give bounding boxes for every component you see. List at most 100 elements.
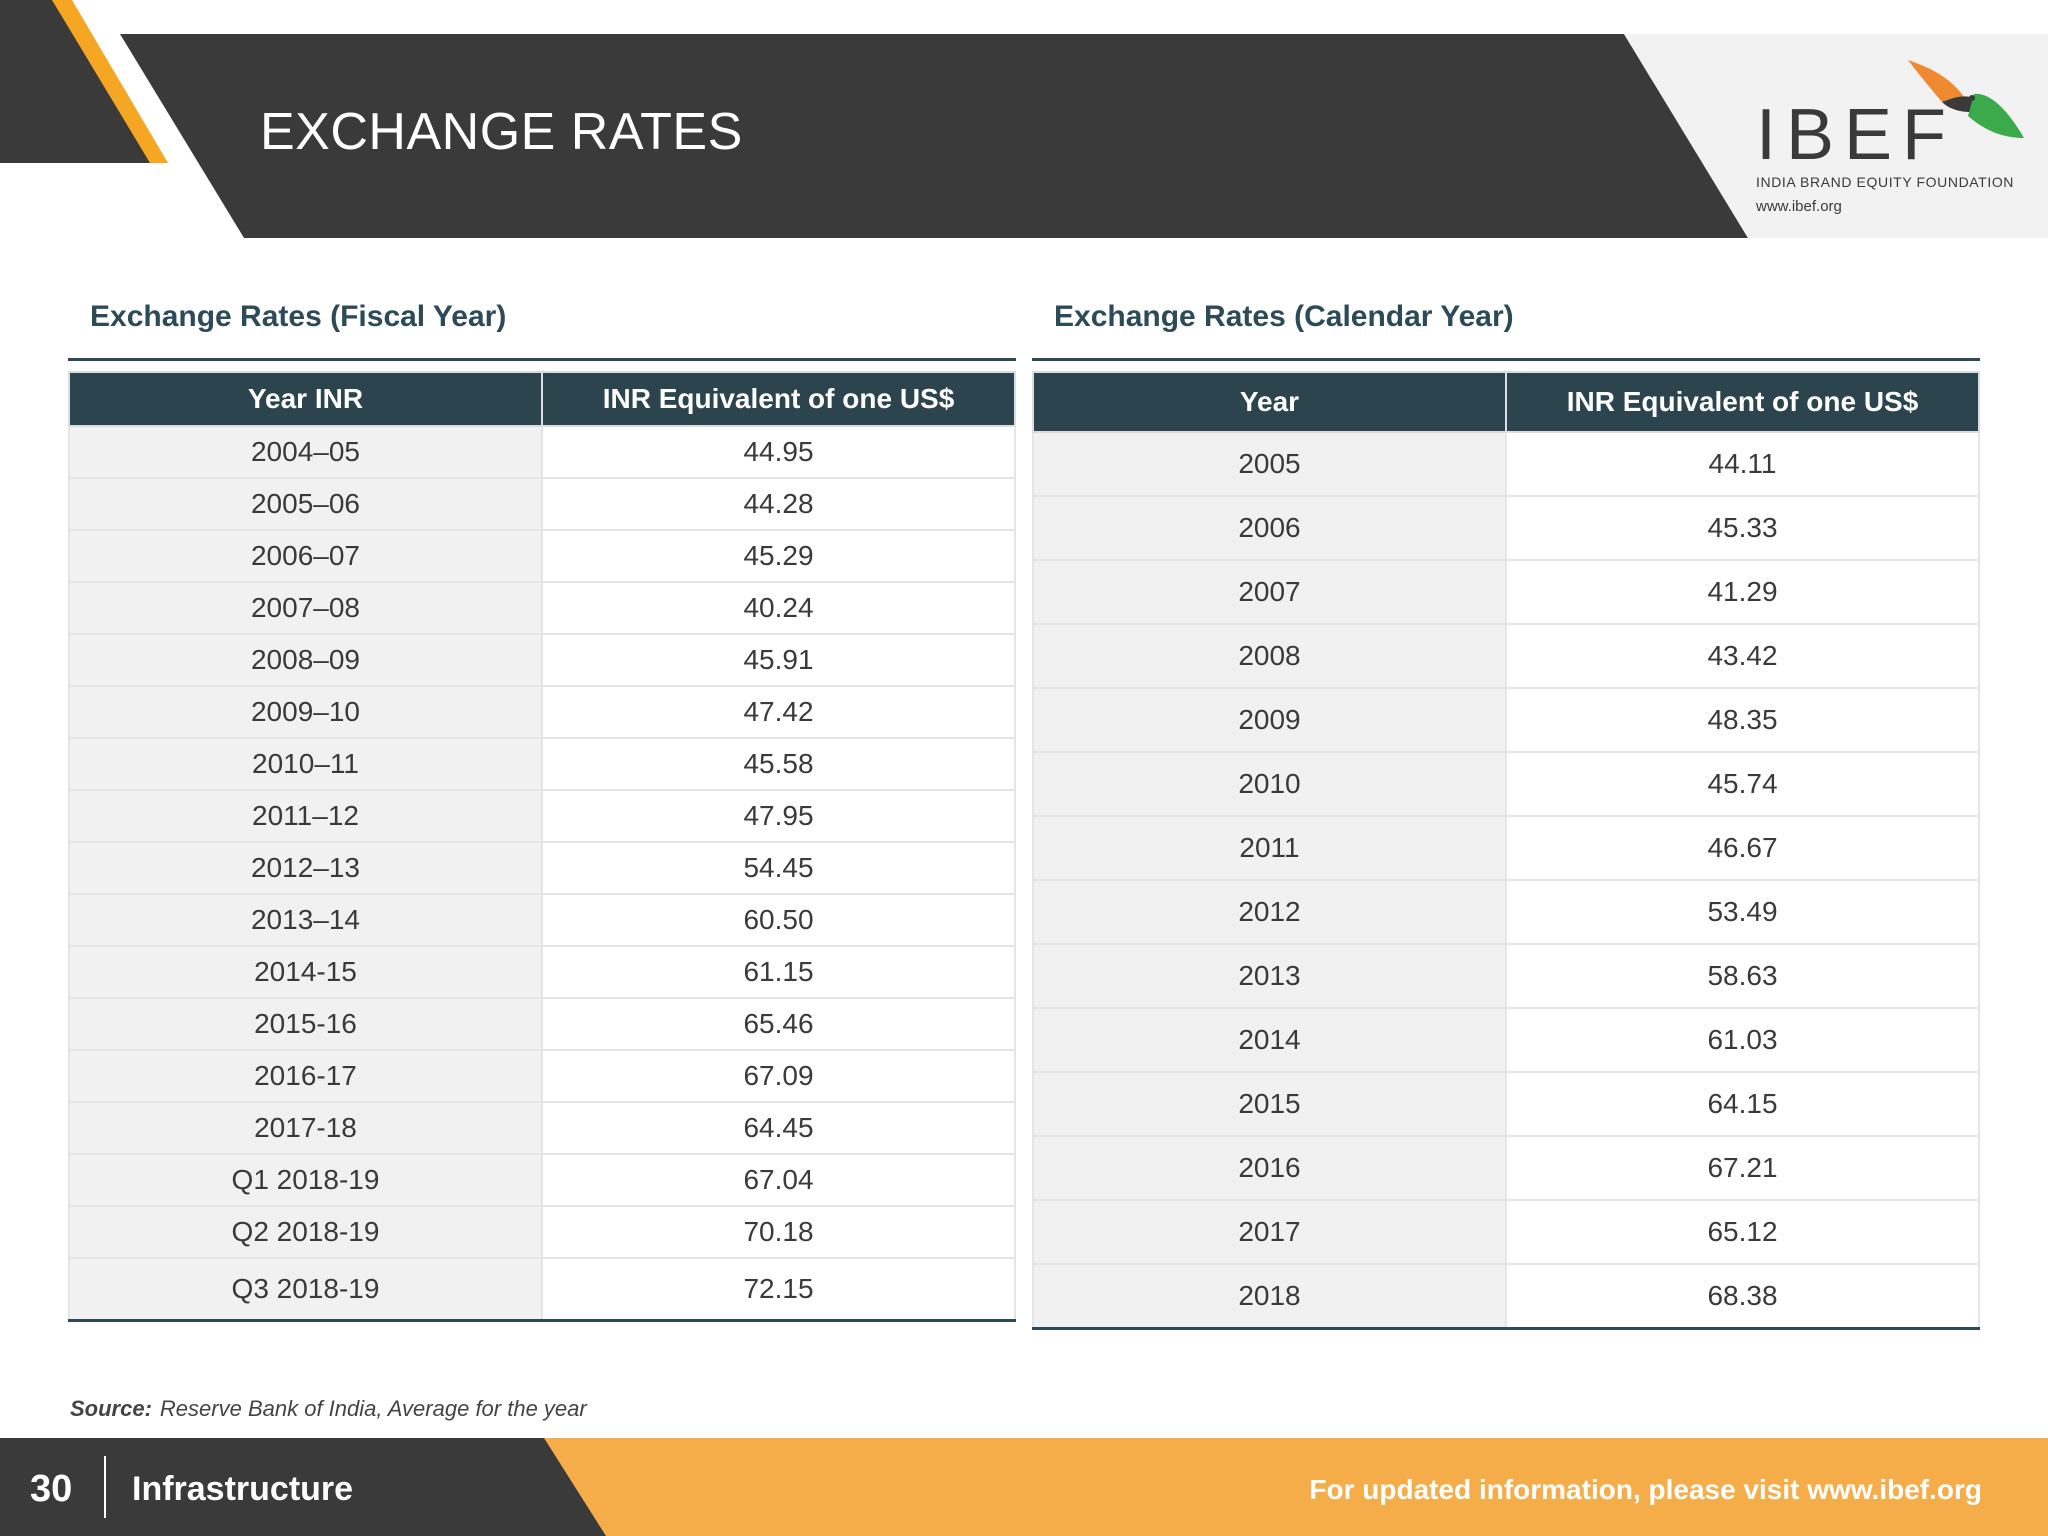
year-cell: 2017 — [1032, 1199, 1507, 1265]
table-row: 2006 45.33 — [1032, 495, 1980, 561]
table-row: 2012–13 54.45 — [68, 841, 1016, 895]
fiscal-section-title: Exchange Rates (Fiscal Year) — [90, 300, 507, 333]
logo-url: www.ibef.org — [1756, 198, 1842, 215]
year-cell: Q2 2018-19 — [68, 1205, 543, 1259]
table-row: 2017-18 64.45 — [68, 1101, 1016, 1155]
year-cell: 2006–07 — [68, 529, 543, 583]
table-row: 2012 53.49 — [1032, 879, 1980, 945]
table-row: 2015-16 65.46 — [68, 997, 1016, 1051]
year-cell: 2009–10 — [68, 685, 543, 739]
year-cell: 2012–13 — [68, 841, 543, 895]
year-cell: 2012 — [1032, 879, 1507, 945]
year-cell: 2017-18 — [68, 1101, 543, 1155]
year-cell: 2005 — [1032, 431, 1507, 497]
table-header-row: Year INR INR Equivalent of one US$ — [68, 371, 1016, 427]
year-cell: 2014-15 — [68, 945, 543, 999]
table-row: Q1 2018-19 67.04 — [68, 1153, 1016, 1207]
rate-cell: 72.15 — [541, 1257, 1016, 1322]
footer-visit-link[interactable]: For updated information, please visit ww… — [1309, 1474, 1982, 1505]
table-row: 2009–10 47.42 — [68, 685, 1016, 739]
footer-band — [0, 1438, 2048, 1536]
rate-cell: 60.50 — [541, 893, 1016, 947]
column-header-rate: INR Equivalent of one US$ — [1505, 371, 1980, 433]
year-cell: 2015-16 — [68, 997, 543, 1051]
rate-cell: 47.95 — [541, 789, 1016, 843]
table-row: 2011 46.67 — [1032, 815, 1980, 881]
year-cell: 2011 — [1032, 815, 1507, 881]
table-row: 2004–05 44.95 — [68, 425, 1016, 479]
table-row: 2013 58.63 — [1032, 943, 1980, 1009]
rate-cell: 68.38 — [1505, 1263, 1980, 1330]
year-cell: 2011–12 — [68, 789, 543, 843]
rate-cell: 67.09 — [541, 1049, 1016, 1103]
rate-cell: 67.04 — [541, 1153, 1016, 1207]
year-cell: 2007 — [1032, 559, 1507, 625]
page-number: 30 — [30, 1468, 73, 1510]
rate-cell: 48.35 — [1505, 687, 1980, 753]
table-row: 2014-15 61.15 — [68, 945, 1016, 999]
table-row: 2005 44.11 — [1032, 431, 1980, 497]
rate-cell: 46.67 — [1505, 815, 1980, 881]
bird-icon — [1908, 60, 2024, 138]
rate-cell: 45.29 — [541, 529, 1016, 583]
table-row: 2016-17 67.09 — [68, 1049, 1016, 1103]
table-row: 2017 65.12 — [1032, 1199, 1980, 1265]
table-header-row: Year INR Equivalent of one US$ — [1032, 371, 1980, 433]
year-cell: 2013–14 — [68, 893, 543, 947]
table-row: 2007 41.29 — [1032, 559, 1980, 625]
table-row: 2014 61.03 — [1032, 1007, 1980, 1073]
table-row: 2015 64.15 — [1032, 1071, 1980, 1137]
column-header-year: Year INR — [68, 371, 543, 427]
rate-cell: 65.12 — [1505, 1199, 1980, 1265]
rate-cell: 45.74 — [1505, 751, 1980, 817]
table-row: 2005–06 44.28 — [68, 477, 1016, 531]
page-title: EXCHANGE RATES — [260, 103, 743, 161]
year-cell: 2005–06 — [68, 477, 543, 531]
rate-cell: 45.58 — [541, 737, 1016, 791]
calendar-year-table: Year INR Equivalent of one US$ 2005 44.11… — [1032, 371, 1980, 1330]
table-row: Q2 2018-19 70.18 — [68, 1205, 1016, 1259]
logo-wordmark: IBEF — [1756, 95, 1957, 175]
table-row: 2008–09 45.91 — [68, 633, 1016, 687]
table-row: 2011–12 47.95 — [68, 789, 1016, 843]
rate-cell: 47.42 — [541, 685, 1016, 739]
rate-cell: 64.45 — [541, 1101, 1016, 1155]
rate-cell: 64.15 — [1505, 1071, 1980, 1137]
fiscal-title-rule — [68, 358, 1016, 361]
column-header-rate: INR Equivalent of one US$ — [541, 371, 1016, 427]
rate-cell: 61.15 — [541, 945, 1016, 999]
source-text: Reserve Bank of India, Average for the y… — [159, 1396, 587, 1421]
rate-cell: 40.24 — [541, 581, 1016, 635]
year-cell: 2006 — [1032, 495, 1507, 561]
rate-cell: 43.42 — [1505, 623, 1980, 689]
rate-cell: 65.46 — [541, 997, 1016, 1051]
year-cell: Q1 2018-19 — [68, 1153, 543, 1207]
rate-cell: 67.21 — [1505, 1135, 1980, 1201]
rate-cell: 54.45 — [541, 841, 1016, 895]
column-header-year: Year — [1032, 371, 1507, 433]
year-cell: 2014 — [1032, 1007, 1507, 1073]
rate-cell: 70.18 — [541, 1205, 1016, 1259]
table-row: 2009 48.35 — [1032, 687, 1980, 753]
year-cell: 2008 — [1032, 623, 1507, 689]
logo-tagline: INDIA BRAND EQUITY FOUNDATION — [1756, 174, 2015, 190]
rate-cell: 45.91 — [541, 633, 1016, 687]
table-row: 2007–08 40.24 — [68, 581, 1016, 635]
year-cell: 2010–11 — [68, 737, 543, 791]
rate-cell: 44.28 — [541, 477, 1016, 531]
rate-cell: 53.49 — [1505, 879, 1980, 945]
rate-cell: 58.63 — [1505, 943, 1980, 1009]
header-band — [0, 0, 2048, 238]
calendar-section-title: Exchange Rates (Calendar Year) — [1054, 300, 1514, 333]
table-row: 2010 45.74 — [1032, 751, 1980, 817]
source-label: Source: — [70, 1396, 152, 1421]
rate-cell: 41.29 — [1505, 559, 1980, 625]
table-row: 2013–14 60.50 — [68, 893, 1016, 947]
year-cell: 2016-17 — [68, 1049, 543, 1103]
year-cell: 2008–09 — [68, 633, 543, 687]
rate-cell: 44.11 — [1505, 431, 1980, 497]
year-cell: 2013 — [1032, 943, 1507, 1009]
year-cell: Q3 2018-19 — [68, 1257, 543, 1322]
year-cell: 2009 — [1032, 687, 1507, 753]
table-row: 2008 43.42 — [1032, 623, 1980, 689]
